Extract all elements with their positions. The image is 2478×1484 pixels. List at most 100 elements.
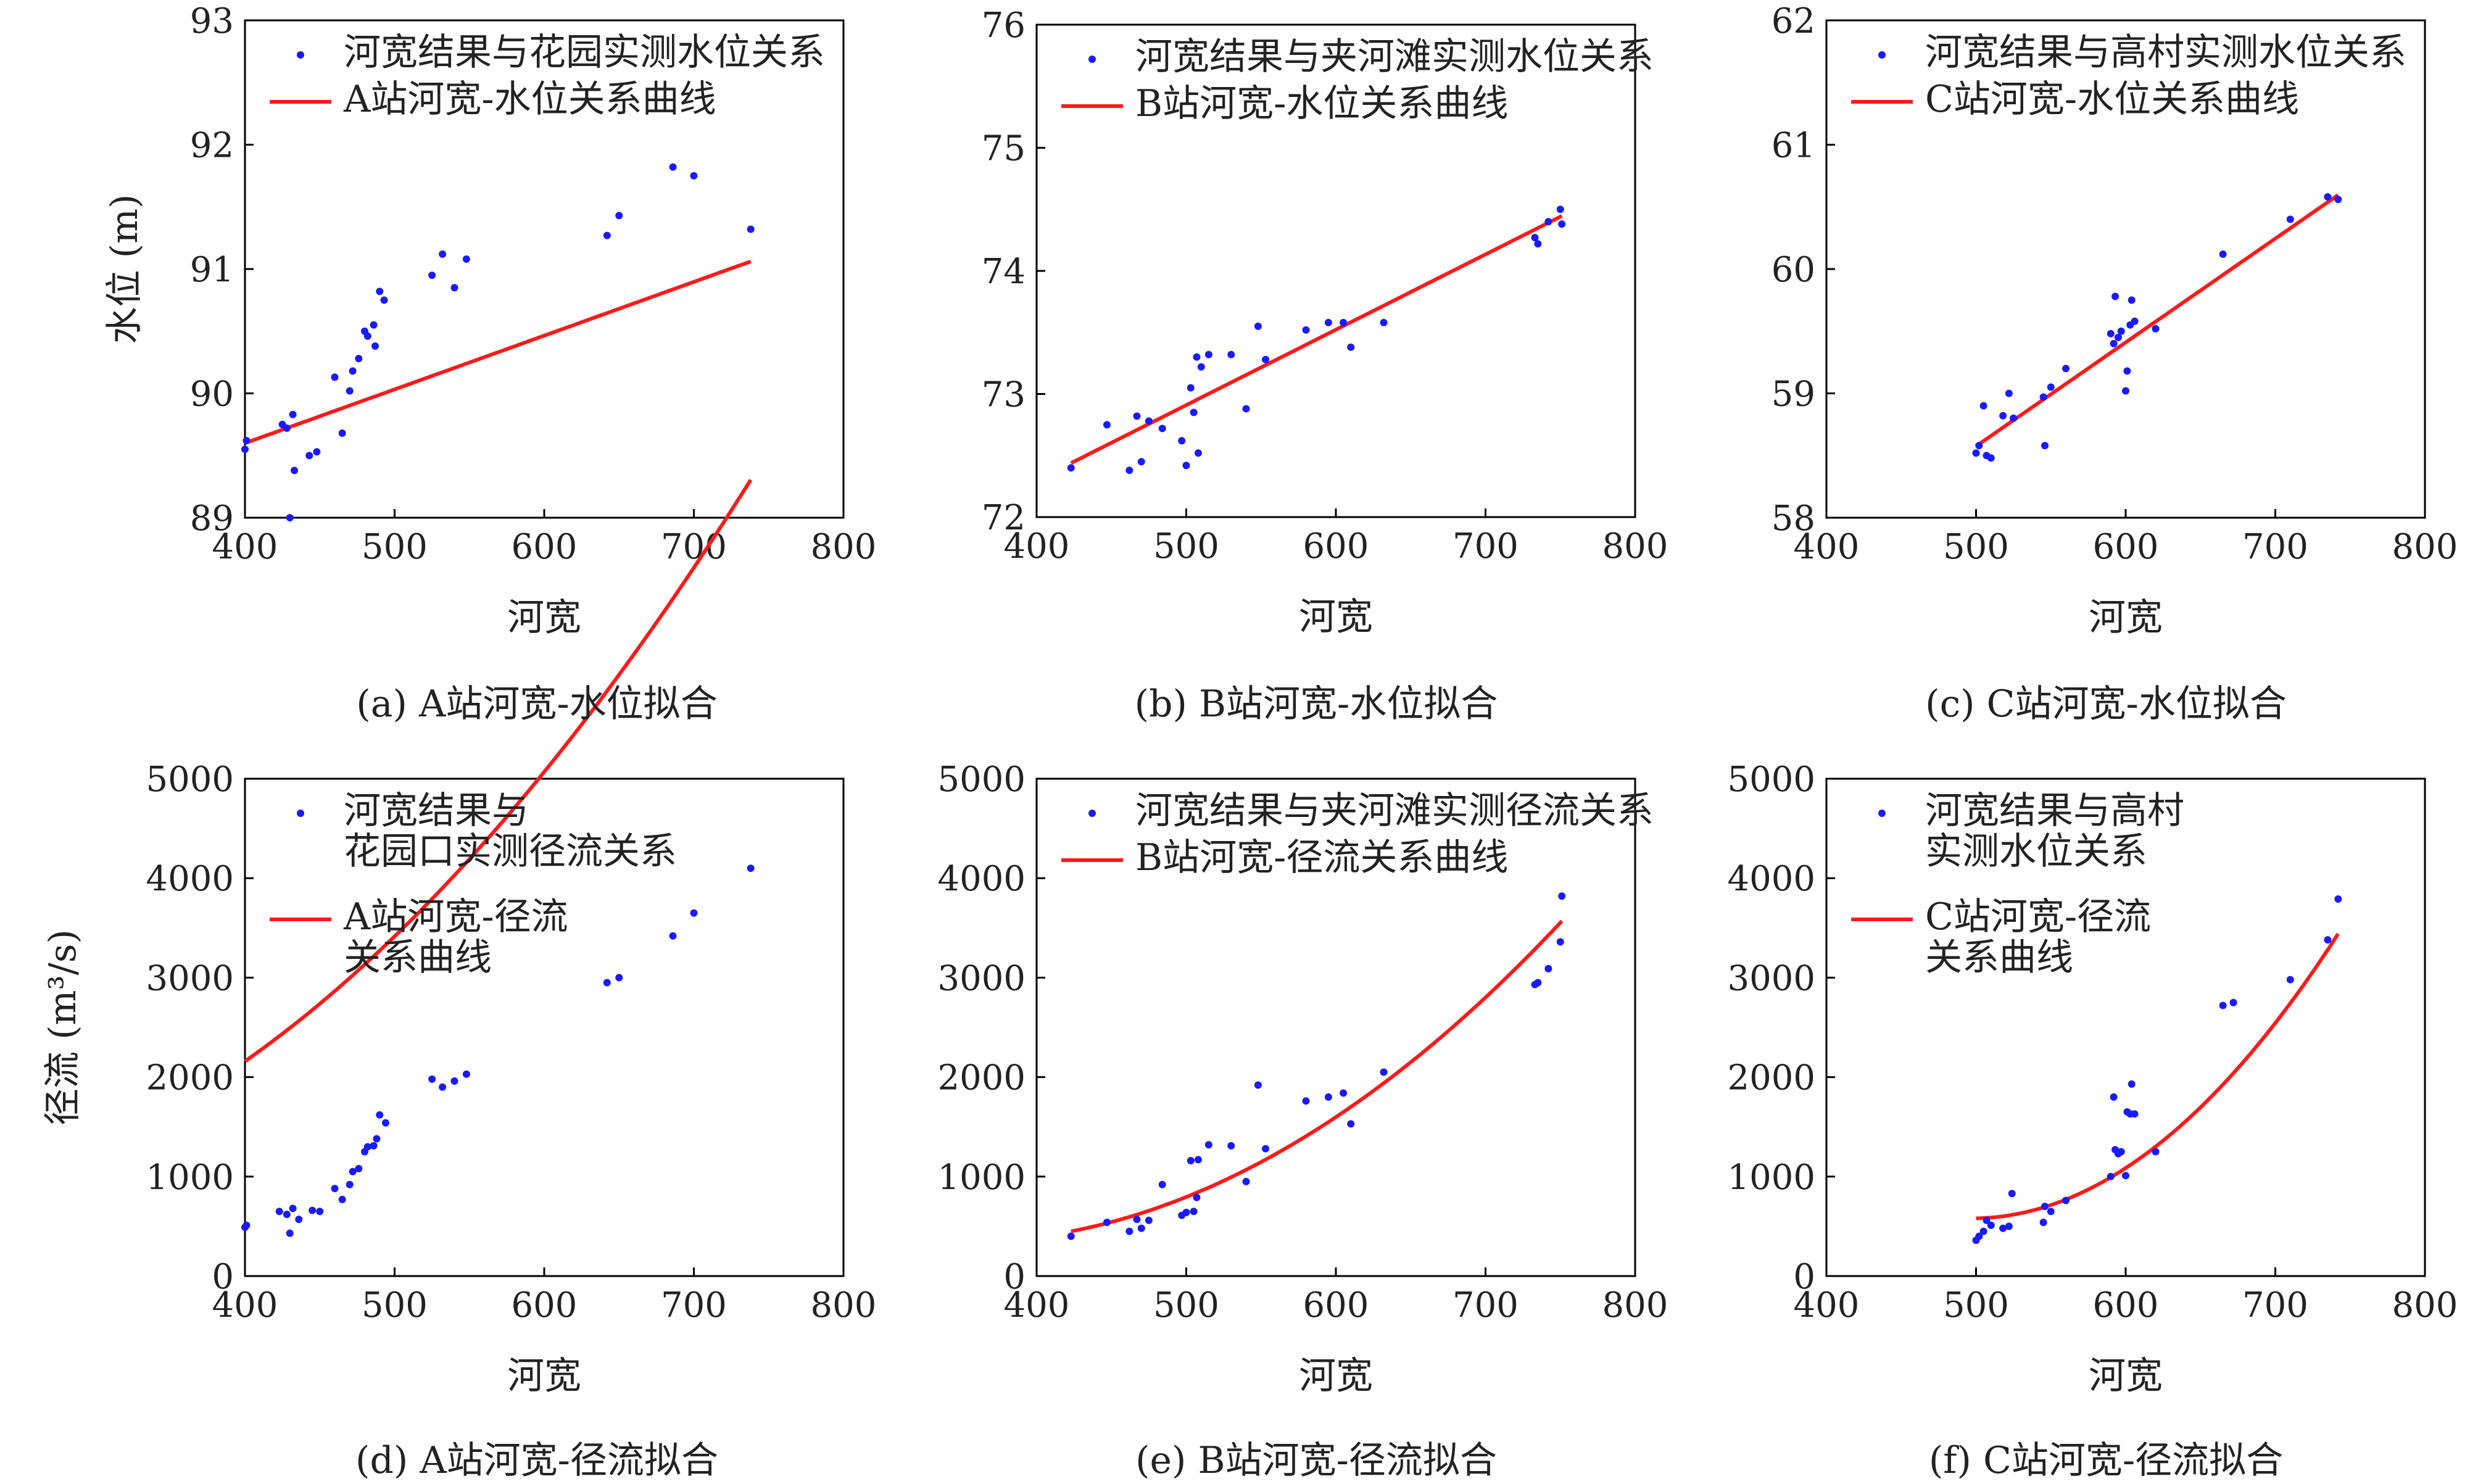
data-point (1999, 1224, 2007, 1232)
data-point (2131, 1110, 2139, 1118)
y-tick-label: 90 (190, 375, 234, 415)
data-point (615, 974, 623, 982)
data-point (1193, 1193, 1201, 1201)
data-point (1302, 326, 1310, 334)
data-point (381, 1119, 389, 1127)
y-tick-label: 59 (1771, 375, 1815, 415)
x-tick-label: 700 (1452, 526, 1519, 566)
data-point (1190, 1208, 1198, 1216)
data-point (2010, 414, 2018, 422)
legend-points-label: 河宽结果与高村实测水位关系 (1925, 31, 2406, 74)
data-point (2110, 339, 2118, 347)
y-tick-label: 1000 (937, 1158, 1026, 1198)
data-point (1347, 343, 1355, 351)
data-point (1999, 412, 2007, 420)
data-point (2219, 1001, 2227, 1009)
data-point (376, 288, 384, 296)
data-point (1133, 1216, 1141, 1224)
data-point (2219, 250, 2227, 258)
legend-point-marker (1088, 810, 1096, 817)
x-tick-label: 700 (1452, 1285, 1519, 1325)
data-point (1204, 1141, 1212, 1149)
data-point (1204, 350, 1212, 359)
y-axis-label: 径流 (m³/s) (41, 929, 85, 1125)
data-point (439, 250, 447, 258)
legend-points-label: 河宽结果与 (344, 789, 529, 832)
data-point (1254, 322, 1262, 330)
y-tick-label: 61 (1771, 126, 1815, 166)
data-point (1979, 1227, 1987, 1235)
legend-points-label: 河宽结果与夹河滩实测径流关系 (1135, 789, 1654, 832)
data-point (2117, 327, 2125, 335)
data-point (1187, 384, 1195, 392)
data-point (1133, 412, 1141, 420)
x-axis-label: 河宽 (1299, 595, 1373, 639)
data-point (2005, 389, 2013, 397)
data-point (462, 255, 470, 263)
legend-curve-label: B站河宽-水位关系曲线 (1135, 82, 1508, 125)
x-axis-label: 河宽 (1299, 1354, 1373, 1398)
data-point (2110, 1093, 2118, 1101)
caption-b: (b) B站河宽-水位拟合 (1134, 682, 1498, 726)
data-point (669, 163, 677, 171)
data-point (2039, 393, 2047, 401)
data-point (1556, 938, 1564, 946)
data-point (242, 437, 251, 445)
caption-c: (c) C站河宽-水位拟合 (1925, 682, 2287, 726)
y-tick-label: 76 (982, 6, 1026, 46)
chart-e: 400 500 600 700 800 0 1000 2000 3000 4000 5000 河宽 河宽… (937, 760, 1668, 1398)
x-tick-label: 500 (1153, 526, 1219, 566)
data-point (2152, 1148, 2160, 1156)
data-point (1190, 408, 1198, 417)
x-tick-label: 500 (362, 1285, 428, 1325)
fit-curve (1975, 193, 2340, 448)
data-point (2324, 193, 2332, 201)
x-tick-label: 400 (1794, 1285, 1860, 1325)
legend-point-marker (297, 51, 304, 59)
x-tick-label: 800 (811, 527, 877, 567)
data-point (1067, 464, 1075, 472)
data-point (2107, 330, 2115, 338)
data-point (603, 231, 611, 239)
caption-f: (f) C站河宽-径流拟合 (1928, 1439, 2284, 1482)
x-tick-label: 700 (661, 1285, 727, 1325)
y-tick-label: 74 (982, 252, 1026, 292)
data-point (1125, 1227, 1133, 1235)
data-point (1380, 1068, 1388, 1076)
y-tick-label: 0 (1003, 1257, 1026, 1297)
y-tick-label: 60 (1771, 250, 1815, 290)
y-tick-label: 5000 (937, 760, 1026, 800)
data-point (450, 1077, 458, 1085)
data-point (2128, 296, 2136, 304)
data-point (371, 342, 379, 350)
data-point (331, 1185, 339, 1193)
data-point (346, 387, 354, 395)
x-tick-label: 600 (2093, 527, 2159, 567)
data-point (2122, 387, 2129, 395)
data-point (289, 1204, 297, 1212)
data-point (1125, 466, 1133, 475)
fit-curve (1070, 214, 1563, 465)
y-tick-label: 2000 (937, 1058, 1026, 1098)
x-tick-label: 700 (2242, 527, 2308, 567)
x-tick-label: 800 (1602, 526, 1668, 566)
y-tick-label: 91 (190, 250, 234, 290)
data-point (1178, 437, 1186, 445)
y-tick-label: 72 (982, 498, 1026, 538)
data-point (1158, 1180, 1166, 1188)
data-point (2334, 895, 2342, 903)
data-point (428, 272, 436, 280)
data-point (241, 446, 249, 454)
data-point (1242, 1177, 1250, 1185)
data-point (1262, 1145, 1270, 1153)
data-point (690, 909, 698, 917)
data-point (450, 284, 458, 292)
data-point (2047, 1208, 2055, 1216)
y-tick-label: 1000 (1727, 1158, 1815, 1198)
x-tick-label: 800 (1602, 1285, 1668, 1325)
legend-point-marker (1878, 810, 1886, 817)
chart-b: 400 500 600 700 800 72 73 74 75 76 河宽 河宽结果与夹河滩实测水位关… (982, 6, 1668, 639)
x-axis-label: 河宽 (2089, 1354, 2163, 1398)
caption-d: (d) A站河宽-径流拟合 (355, 1439, 718, 1482)
